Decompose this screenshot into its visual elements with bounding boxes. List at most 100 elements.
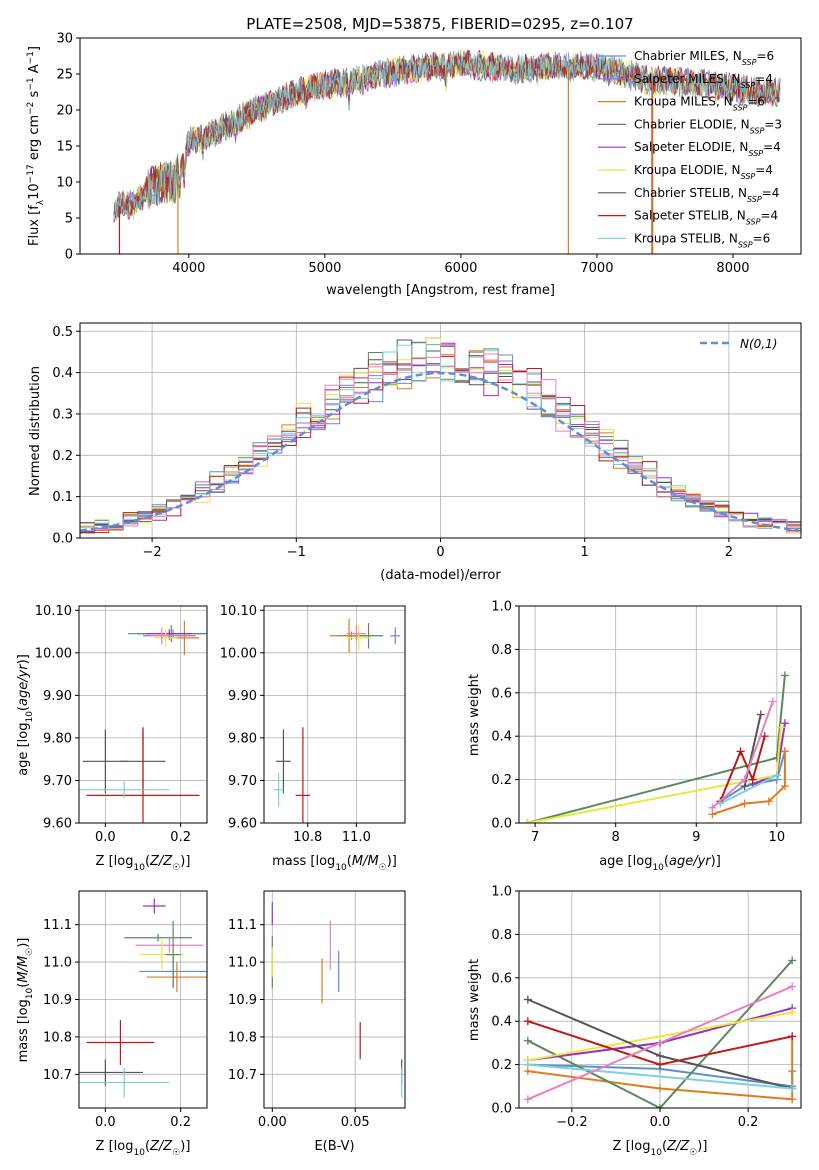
- residual-histogram: [80, 344, 801, 534]
- y-tick-label: 5: [65, 212, 73, 227]
- y-tick-label: 0.0: [491, 817, 512, 832]
- errorbar-point: [79, 1059, 143, 1086]
- y-tick-label: 9.70: [43, 774, 72, 789]
- y-tick-label: 0.3: [52, 407, 73, 422]
- mass-weight-marker: [523, 1060, 532, 1069]
- legend-entry: Kroupa ELODIE, NSSP=4: [634, 163, 773, 181]
- y-tick-label: 0.8: [491, 643, 512, 658]
- mass_weight_vs_Z-panel: −0.2 0.0 0.2 0.0 0.2 0.4 0.6 0.8 1.0 Z [log10(Z/Z…: [467, 885, 802, 1158]
- y-tick-label: 1.0: [491, 885, 512, 900]
- y-tick-label: 0.2: [491, 773, 512, 788]
- x-tick-label: 4000: [172, 261, 205, 276]
- mass-weight-marker: [780, 671, 789, 680]
- x-tick-label: 8: [612, 830, 620, 845]
- y-tick-label: 11.1: [228, 918, 257, 933]
- y-axis-label: Normed distribution: [28, 366, 43, 496]
- x-axis-label: Z [log10(Z/Z☉)]: [96, 1139, 191, 1158]
- spectrum-panel: 4000 5000 6000 7000 8000 0 5 10 15 20 25 30 waveleng…: [26, 32, 802, 298]
- mass-weight-marker: [788, 1008, 797, 1017]
- axes-frame: [78, 605, 208, 824]
- x-axis-label: wavelength [Angstrom, rest frame]: [326, 283, 555, 298]
- mass-weight-marker: [764, 797, 773, 806]
- mass-weight-line: [526, 727, 782, 823]
- x-tick-label: −0.2: [556, 1115, 588, 1130]
- mass-weight-line: [719, 774, 778, 805]
- y-axis-label: mass weight: [467, 674, 482, 756]
- x-axis-label: age [log10(age/yr)]: [599, 854, 721, 873]
- legend-entry: Chabrier MILES, NSSP=6: [634, 49, 774, 67]
- legend-entry: Salpeter MILES, NSSP=4: [634, 72, 773, 90]
- x-tick-label: 7: [531, 830, 539, 845]
- y-tick-label: 0.6: [491, 686, 512, 701]
- y-tick-label: 0.4: [52, 366, 73, 381]
- y-tick-label: 9.90: [43, 689, 72, 704]
- y-tick-label: 9.80: [228, 731, 257, 746]
- errorbar-point: [346, 625, 367, 643]
- mass-weight-marker: [780, 747, 789, 756]
- mass-weight-line: [719, 735, 766, 802]
- x-tick-label: 0: [436, 545, 444, 560]
- mass-weight-marker: [788, 1095, 797, 1104]
- x-tick-label: 0.05: [341, 1115, 370, 1130]
- x-tick-label: 0.0: [95, 830, 116, 845]
- mass_weight_vs_Z-plot-area: [523, 956, 797, 1108]
- x-axis-label: (data-model)/error: [380, 568, 501, 583]
- errorbar-point: [154, 629, 177, 647]
- errorbar-point: [390, 627, 401, 645]
- y-tick-label: 11.0: [228, 956, 257, 971]
- x-tick-label: 0.2: [170, 1115, 191, 1130]
- mass-weight-line: [527, 959, 793, 1108]
- x-tick-label: 10: [769, 830, 786, 845]
- mass-weight-marker: [523, 995, 532, 1004]
- legend-entry: N(0,1): [740, 337, 777, 351]
- mass-weight-marker: [756, 710, 765, 719]
- x-axis-label: Z [log10(Z/Z☉)]: [96, 854, 191, 873]
- mass-weight-marker: [523, 1095, 532, 1104]
- age_vs_Z-panel: 0.0 0.2 9.60 9.70 9.80 9.90 10.00 10.10 Z [log10…: [16, 604, 208, 873]
- x-tick-label: 1: [581, 545, 589, 560]
- mass-weight-marker: [780, 782, 789, 791]
- errorbar-point: [143, 898, 166, 914]
- spectrum-legend: Chabrier MILES, NSSP=6 Salpeter MILES, NS…: [598, 49, 782, 249]
- y-tick-label: 9.90: [228, 689, 257, 704]
- x-tick-label: 9: [692, 830, 700, 845]
- errorbar-point: [295, 727, 311, 823]
- x-tick-label: 6000: [444, 261, 477, 276]
- mass-weight-marker: [760, 732, 769, 741]
- normal-curve: [80, 371, 799, 533]
- y-tick-label: 10.00: [220, 646, 257, 661]
- mass_weight_vs_age-plot-area: [523, 671, 789, 823]
- x-tick-label: −2: [143, 545, 162, 560]
- figure-title: PLATE=2508, MJD=53875, FIBERID=0295, z=0…: [246, 15, 633, 33]
- mass-weight-line: [712, 751, 786, 816]
- spectrum-plot-area: [113, 48, 781, 254]
- axes-frame: [79, 322, 802, 539]
- y-tick-label: 9.80: [43, 731, 72, 746]
- errorbar-point: [124, 934, 192, 942]
- y-tick-label: 30: [56, 32, 73, 47]
- y-tick-label: 9.60: [43, 817, 72, 832]
- y-tick-label: 10.9: [43, 993, 72, 1008]
- y-tick-label: 0.5: [52, 325, 73, 340]
- x-tick-label: 2: [725, 545, 733, 560]
- x-tick-label: 0.00: [258, 1115, 287, 1130]
- legend-entry: Salpeter ELODIE, NSSP=4: [634, 140, 781, 158]
- age_vs_mass-plot-area: [273, 618, 401, 823]
- x-tick-label: 0.2: [170, 830, 191, 845]
- mass-weight-marker: [656, 1084, 664, 1093]
- errorbar-point: [86, 727, 200, 823]
- mass_vs_EBV-panel: 0.00 0.05 10.7 10.8 10.9 11.0 11.1 E(B-V): [228, 890, 406, 1154]
- mass-weight-marker: [656, 1032, 664, 1041]
- residuals-panel: −2 −1 0 1 2 0.0 0.1 0.2 0.3 0.4 0.5 (data-model)/er…: [28, 322, 802, 583]
- legend-entry: Salpeter STELIB, NSSP=4: [634, 209, 778, 227]
- y-tick-label: 0.4: [491, 730, 512, 745]
- mass-weight-marker: [708, 803, 717, 812]
- y-tick-label: 0.0: [491, 1102, 512, 1117]
- legend-entry: Kroupa MILES, NSSP=6: [634, 95, 765, 113]
- x-tick-label: 7000: [580, 261, 613, 276]
- mass_weight_vs_age-panel: 7 8 9 10 0.0 0.2 0.4 0.6 0.8 1.0 age [log10(age/yr…: [467, 600, 802, 873]
- mass-weight-marker: [523, 819, 532, 823]
- residual-histogram: [80, 339, 801, 534]
- y-tick-label: 0.2: [52, 449, 73, 464]
- mass-weight-marker: [788, 982, 797, 991]
